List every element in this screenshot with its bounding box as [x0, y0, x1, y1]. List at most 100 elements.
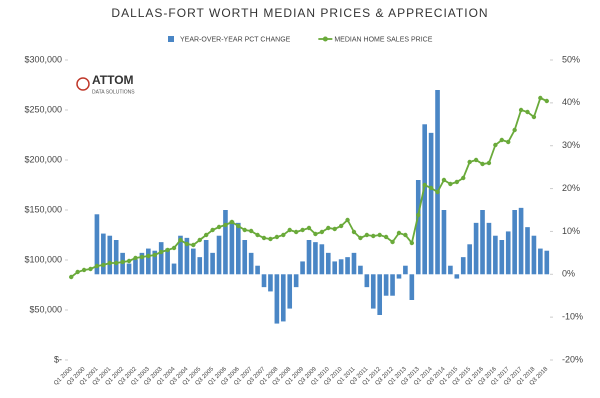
line-point	[338, 223, 344, 229]
bar	[268, 274, 273, 292]
bar	[178, 235, 183, 275]
bar	[332, 261, 338, 275]
line-point	[306, 225, 312, 231]
line-point	[287, 227, 292, 233]
bar	[94, 214, 100, 275]
line-point	[107, 260, 112, 266]
line-point	[467, 159, 472, 165]
bar	[531, 235, 537, 275]
bar	[428, 132, 434, 275]
legend-label: YEAR-OVER-YEAR PCT CHANGE	[180, 36, 291, 43]
line-point	[133, 255, 138, 261]
bar	[107, 235, 113, 275]
line-point	[139, 254, 145, 260]
bar	[467, 244, 472, 275]
logo: ATTOM DATA SOLUTIONS	[76, 73, 135, 95]
bar	[338, 259, 344, 275]
bar	[152, 250, 158, 275]
bar	[184, 237, 190, 275]
line-point	[126, 258, 132, 264]
line-point	[165, 247, 170, 253]
bar	[486, 222, 492, 275]
line-point	[428, 185, 434, 191]
bar	[409, 274, 415, 300]
line-point	[506, 139, 511, 145]
bar	[191, 248, 196, 275]
y-tick-label: $200,000	[24, 154, 62, 164]
bar	[512, 210, 517, 275]
line-point	[120, 259, 125, 265]
bar	[345, 257, 350, 275]
bar	[480, 210, 485, 275]
line-point	[435, 189, 440, 195]
line-point	[454, 179, 460, 185]
line-point	[281, 232, 286, 238]
line-point	[409, 240, 415, 246]
line-point	[383, 234, 389, 240]
logo-tagline: DATA SOLUTIONS	[92, 89, 135, 95]
bar	[235, 222, 241, 275]
line-point	[255, 232, 260, 238]
bar	[435, 90, 440, 275]
bar	[403, 265, 408, 275]
bar	[460, 257, 466, 275]
line-point	[313, 231, 318, 237]
bar	[261, 274, 267, 288]
bar	[210, 252, 215, 275]
bar	[126, 263, 132, 275]
bar	[293, 274, 299, 288]
bar	[499, 240, 505, 275]
line-point	[319, 229, 325, 235]
line-point	[261, 235, 267, 241]
y-tick-label: $300,000	[24, 54, 62, 64]
bar	[441, 210, 447, 275]
line-point	[544, 98, 549, 104]
line-point	[518, 107, 524, 113]
bar	[274, 274, 280, 324]
line-point	[229, 219, 235, 225]
logo-name: ATTOM	[92, 73, 134, 87]
line-point	[512, 127, 517, 133]
bar	[248, 252, 254, 275]
bar	[223, 210, 228, 275]
line-point	[422, 182, 427, 188]
bar	[139, 252, 145, 275]
bar	[300, 261, 305, 275]
y2-tick-label: 40%	[562, 97, 580, 107]
bar	[101, 233, 106, 275]
bar	[505, 231, 511, 275]
line-point	[345, 217, 350, 223]
line-point	[499, 137, 504, 143]
line-point	[242, 227, 247, 233]
line-point	[448, 181, 453, 187]
bar	[203, 240, 209, 275]
y2-tick-label: 30%	[562, 140, 580, 150]
line-point	[223, 222, 228, 228]
bar	[422, 124, 427, 275]
bar	[197, 257, 203, 275]
bar	[351, 252, 357, 275]
line-point	[538, 95, 543, 101]
line-point	[197, 237, 202, 243]
bar	[287, 274, 293, 309]
line-point	[300, 227, 305, 233]
bar	[377, 274, 383, 315]
bar	[313, 242, 318, 275]
bar	[216, 235, 222, 275]
line-point	[274, 234, 280, 240]
legend-item: MEDIAN HOME SALES PRICE	[318, 36, 433, 43]
line-point	[88, 266, 93, 272]
legend-item: YEAR-OVER-YEAR PCT CHANGE	[168, 36, 291, 43]
line-point	[364, 232, 370, 238]
bar	[358, 265, 363, 275]
line-point	[403, 232, 408, 238]
bar	[146, 248, 151, 275]
bar	[390, 274, 395, 296]
line-point	[203, 232, 209, 238]
y2-tick-label: -10%	[562, 312, 583, 322]
bar	[473, 222, 479, 275]
line-point	[486, 160, 492, 166]
chart-title: DALLAS-FORT WORTH MEDIAN PRICES & APPREC…	[111, 6, 488, 20]
bar	[319, 244, 325, 275]
